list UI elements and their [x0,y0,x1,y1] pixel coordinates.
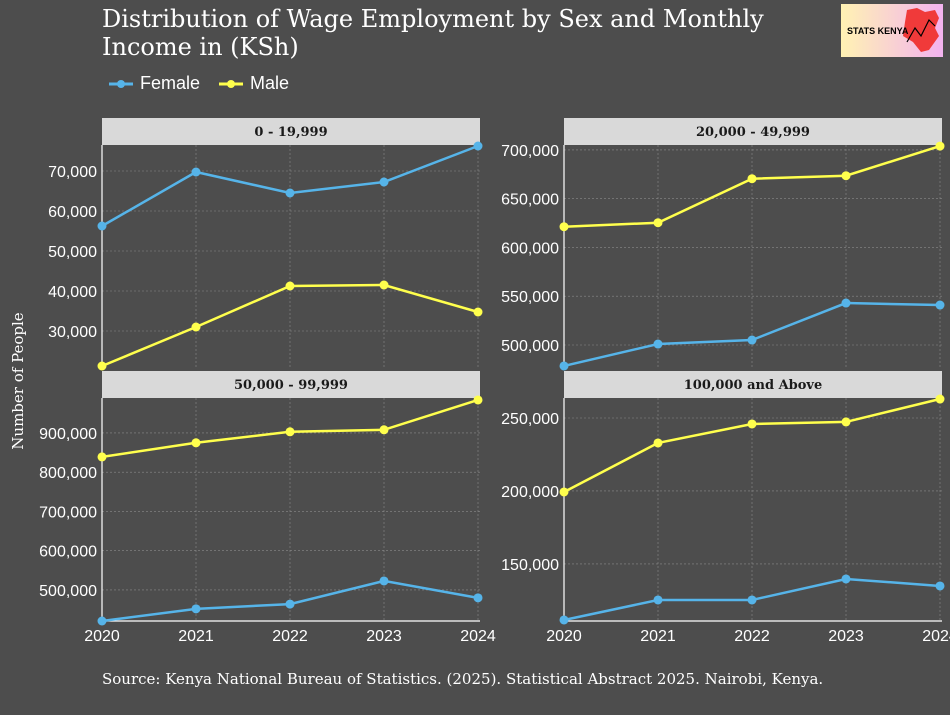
data-point-male [97,361,107,371]
data-point-female [191,604,201,614]
legend-male-line-icon [219,79,244,88]
data-point-male [747,419,757,429]
y-tick-label: 700,000 [39,504,97,521]
legend: Female Male [108,73,289,94]
panel-strip-label: 20,000 - 49,999 [696,125,810,140]
data-point-female [285,188,295,198]
y-tick-label: 550,000 [501,289,559,306]
data-point-female [473,593,483,603]
panel-strip-label: 100,000 and Above [684,378,823,393]
x-tick-label: 2024 [460,628,496,645]
data-point-female [379,576,389,586]
data-point-female [841,298,851,308]
y-tick-label: 900,000 [39,426,97,443]
x-tick-label: 2023 [366,628,402,645]
legend-female-line-icon [109,79,133,88]
x-tick-label: 2022 [272,628,308,645]
panel-0: 0 - 19,999 30,000 40,000 50,000 60,000 70,000 [48,118,483,371]
legend-item-male: Male [218,73,289,94]
y-tick-label: 70,000 [48,164,97,181]
y-tick-label: 500,000 [39,583,97,600]
x-tick-label: 2024 [922,628,950,645]
data-point-female [379,177,389,187]
source-note: Source: Kenya National Bureau of Statist… [102,670,824,688]
y-tick-label: 50,000 [48,244,97,261]
panel-2: 50,000 - 99,999 500,000 600,000 700,000 800,… [39,371,496,645]
x-tick-label: 2021 [178,628,214,645]
panel-strip-label: 50,000 - 99,999 [234,378,348,393]
data-point-female [97,221,107,231]
y-tick-label: 800,000 [39,465,97,482]
x-tick-label: 2023 [828,628,864,645]
x-tick-label: 2022 [734,628,770,645]
data-point-male [747,174,757,184]
kenya-map-chart-icon [903,8,939,52]
y-tick-label: 250,000 [501,411,559,428]
legend-label: Male [250,73,290,93]
y-tick-label: 700,000 [501,143,559,160]
chart-title: Distribution of Wage Employment by Sex a… [102,5,764,61]
data-point-male [97,452,107,462]
x-tick-label: 2020 [546,628,582,645]
y-tick-label: 30,000 [48,324,97,341]
data-point-male [191,438,201,448]
data-point-male [285,281,295,291]
y-tick-label: 200,000 [501,484,559,501]
data-point-male [653,438,663,448]
data-point-female [559,361,569,371]
data-point-female [935,300,945,310]
y-tick-label: 600,000 [39,544,97,561]
data-point-male [559,222,569,232]
data-point-male [935,141,945,151]
y-tick-label: 150,000 [501,557,559,574]
data-point-female [935,581,945,591]
data-point-male [841,171,851,181]
legend-label: Female [140,73,201,93]
data-point-female [191,167,201,177]
data-point-male [191,322,201,332]
panel-strip [564,118,942,145]
data-point-female [747,335,757,345]
x-tick-label: 2020 [84,628,120,645]
panel-strip [564,371,942,398]
data-point-female [473,141,483,151]
data-point-male [473,395,483,405]
data-point-female [285,599,295,609]
data-point-female [653,339,663,349]
y-tick-label: 650,000 [501,192,559,209]
data-point-male [473,307,483,317]
logo: STATS KENYA [841,4,943,57]
data-point-male [285,427,295,437]
legend-item-female: Female [108,73,200,94]
data-point-female [559,615,569,625]
y-tick-label: 60,000 [48,204,97,221]
data-point-male [935,394,945,404]
panel-strip-label: 0 - 19,999 [254,125,327,140]
y-tick-label: 500,000 [501,338,559,355]
panel-strip [102,118,480,145]
data-point-male [841,417,851,427]
data-point-male [653,218,663,228]
x-tick-label: 2021 [640,628,676,645]
data-point-female [97,616,107,626]
data-point-female [653,595,663,605]
data-point-female [747,595,757,605]
y-tick-label: 40,000 [48,284,97,301]
panel-strip [102,371,480,398]
data-point-male [379,425,389,435]
panel-3: 100,000 and Above 150,000 200,000 250,000 20… [501,371,950,645]
y-tick-label: 600,000 [501,240,559,257]
panel-1: 20,000 - 49,999 500,000 550,000 600,000 650,… [501,118,945,371]
logo-text: STATS KENYA [847,25,909,36]
data-point-male [559,487,569,497]
data-point-male [379,280,389,290]
data-point-female [841,574,851,584]
